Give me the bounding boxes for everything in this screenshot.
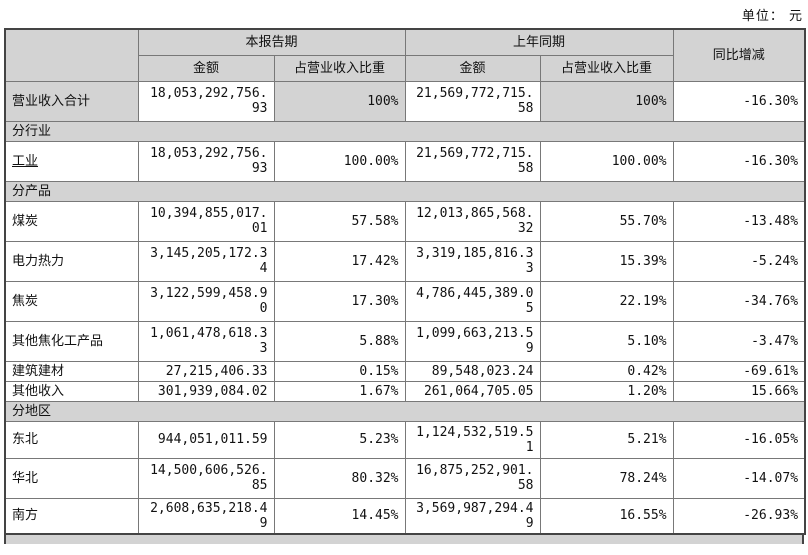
amount-prior: 89,548,023.24 <box>404 360 541 382</box>
yoy-change: -5.24% <box>672 240 806 282</box>
table-row-northeast: 东北 944,051,011.59 5.23% 1,124,532,519.51… <box>4 420 806 459</box>
pct-prior: 16.55% <box>539 497 674 534</box>
amount-current: 2,608,635,218.49 <box>137 497 275 534</box>
yoy-change: -3.47% <box>672 320 806 362</box>
amount-prior: 4,786,445,389.05 <box>404 280 541 322</box>
col-header-pct-current: 占营业收入比重 <box>273 54 406 82</box>
amount-current: 301,939,084.02 <box>137 380 275 402</box>
pct-prior: 5.10% <box>539 320 674 362</box>
row-label: 其他焦化工产品 <box>4 320 139 362</box>
pct-current: 57.58% <box>273 200 406 242</box>
amount-current: 14,500,606,526.85 <box>137 457 275 499</box>
row-label: 营业收入合计 <box>4 80 139 122</box>
yoy-change: -14.07% <box>672 457 806 499</box>
table-row-south: 南方 2,608,635,218.49 14.45% 3,569,987,294… <box>4 497 806 534</box>
pct-current: 17.42% <box>273 240 406 282</box>
section-label: 分产品 <box>4 180 806 202</box>
yoy-change: -16.30% <box>672 80 806 122</box>
amount-prior: 12,013,865,568.32 <box>404 200 541 242</box>
corner-cell <box>4 28 139 82</box>
col-header-amount-current: 金额 <box>137 54 275 82</box>
pct-current: 100.00% <box>273 140 406 182</box>
row-label: 电力热力 <box>4 240 139 282</box>
section-label: 分行业 <box>4 120 806 142</box>
amount-prior: 21,569,772,715.58 <box>404 140 541 182</box>
col-header-yoy-change: 同比增减 <box>672 28 806 82</box>
table-row-other-income: 其他收入 301,939,084.02 1.67% 261,064,705.05… <box>4 380 806 402</box>
amount-current: 10,394,855,017.01 <box>137 200 275 242</box>
section-row-by-product: 分产品 <box>4 180 806 202</box>
pct-prior: 22.19% <box>539 280 674 322</box>
table-row-coal: 煤炭 10,394,855,017.01 57.58% 12,013,865,5… <box>4 200 806 242</box>
yoy-change: -13.48% <box>672 200 806 242</box>
col-header-current-period: 本报告期 <box>137 28 406 56</box>
amount-current: 1,061,478,618.33 <box>137 320 275 362</box>
pct-prior: 1.20% <box>539 380 674 402</box>
row-label: 建筑建材 <box>4 360 139 382</box>
amount-current: 3,145,205,172.34 <box>137 240 275 282</box>
yoy-change: -26.93% <box>672 497 806 534</box>
header-row-1: 本报告期 上年同期 同比增减 <box>4 28 806 82</box>
yoy-change: -34.76% <box>672 280 806 322</box>
header-row-2: 金额 占营业收入比重 金额 占营业收入比重 <box>5 54 805 82</box>
row-label: 工业 <box>4 140 139 182</box>
next-section-row-cutoff <box>4 534 804 544</box>
amount-prior: 3,319,185,816.33 <box>404 240 541 282</box>
col-header-pct-prior: 占营业收入比重 <box>539 54 674 82</box>
row-label: 东北 <box>4 420 139 459</box>
pct-prior: 100% <box>539 80 674 122</box>
amount-current: 944,051,011.59 <box>137 420 275 459</box>
row-label: 南方 <box>4 497 139 534</box>
row-label: 煤炭 <box>4 200 139 242</box>
amount-current: 18,053,292,756.93 <box>137 140 275 182</box>
amount-prior: 261,064,705.05 <box>404 380 541 402</box>
section-label: 分地区 <box>4 400 806 422</box>
pct-prior: 78.24% <box>539 457 674 499</box>
table-row-power-heat: 电力热力 3,145,205,172.34 17.42% 3,319,185,8… <box>4 240 806 282</box>
col-header-amount-prior: 金额 <box>404 54 541 82</box>
pct-prior: 15.39% <box>539 240 674 282</box>
amount-prior: 1,124,532,519.51 <box>404 420 541 459</box>
table-row-construction-materials: 建筑建材 27,215,406.33 0.15% 89,548,023.24 0… <box>4 360 806 382</box>
yoy-change: 15.66% <box>672 380 806 402</box>
yoy-change: -16.30% <box>672 140 806 182</box>
pct-prior: 5.21% <box>539 420 674 459</box>
revenue-table-wrap: 本报告期 上年同期 同比增减 金额 占营业收入比重 金额 占营业收入比重 营业收… <box>4 28 807 544</box>
pct-current: 80.32% <box>273 457 406 499</box>
pct-current: 0.15% <box>273 360 406 382</box>
section-row-by-industry: 分行业 <box>4 120 806 142</box>
pct-current: 14.45% <box>273 497 406 534</box>
amount-prior: 16,875,252,901.58 <box>404 457 541 499</box>
row-label: 焦炭 <box>4 280 139 322</box>
row-label: 其他收入 <box>4 380 139 402</box>
unit-label: 单位： 元 <box>741 9 803 24</box>
pct-current: 5.88% <box>273 320 406 362</box>
pct-current: 5.23% <box>273 420 406 459</box>
table-row-coke: 焦炭 3,122,599,458.90 17.30% 4,786,445,389… <box>4 280 806 322</box>
section-row-by-region: 分地区 <box>4 400 806 422</box>
amount-current: 18,053,292,756.93 <box>137 80 275 122</box>
amount-current: 27,215,406.33 <box>137 360 275 382</box>
amount-prior: 3,569,987,294.49 <box>404 497 541 534</box>
col-header-prior-period: 上年同期 <box>404 28 674 56</box>
amount-prior: 1,099,663,213.59 <box>404 320 541 362</box>
yoy-change: -16.05% <box>672 420 806 459</box>
table-row-industrial: 工业 18,053,292,756.93 100.00% 21,569,772,… <box>4 140 806 182</box>
table-row-north-china: 华北 14,500,606,526.85 80.32% 16,875,252,9… <box>4 457 806 499</box>
yoy-change: -69.61% <box>672 360 806 382</box>
amount-current: 3,122,599,458.90 <box>137 280 275 322</box>
pct-current: 17.30% <box>273 280 406 322</box>
pct-prior: 55.70% <box>539 200 674 242</box>
pct-current: 100% <box>273 80 406 122</box>
row-label: 华北 <box>4 457 139 499</box>
table-row-other-coking-products: 其他焦化工产品 1,061,478,618.33 5.88% 1,099,663… <box>4 320 806 362</box>
amount-prior: 21,569,772,715.58 <box>404 80 541 122</box>
revenue-breakdown-table: 本报告期 上年同期 同比增减 金额 占营业收入比重 金额 占营业收入比重 营业收… <box>4 28 807 535</box>
pct-prior: 0.42% <box>539 360 674 382</box>
table-row-total-revenue: 营业收入合计 18,053,292,756.93 100% 21,569,772… <box>4 80 806 122</box>
pct-current: 1.67% <box>273 380 406 402</box>
pct-prior: 100.00% <box>539 140 674 182</box>
